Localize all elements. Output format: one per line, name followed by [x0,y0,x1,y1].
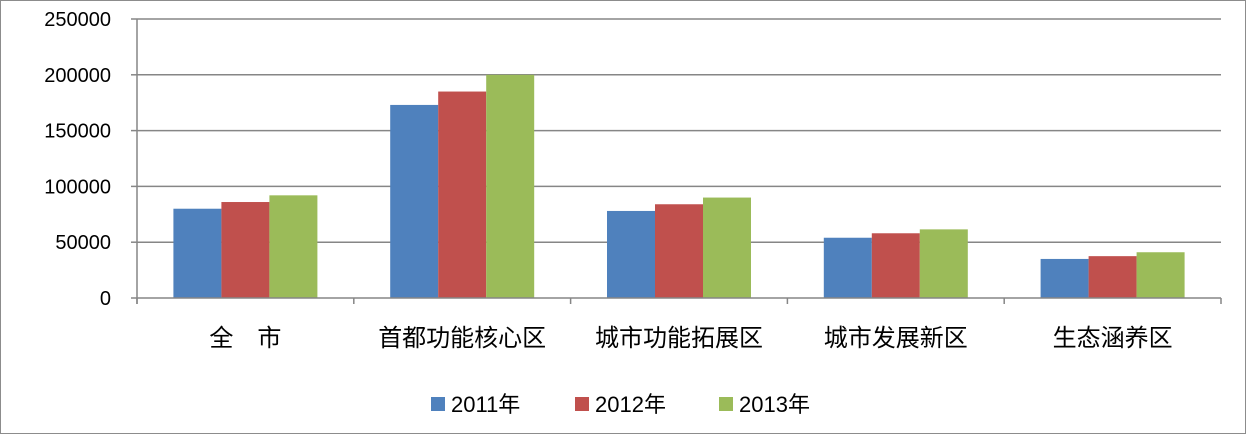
legend-swatch [719,397,733,411]
bar-2012年-3 [871,233,920,298]
category-label: 生态涵养区 [1053,324,1173,352]
legend-swatch [431,397,445,411]
bar-2011年-2 [607,210,655,298]
bar-2011年-3 [823,237,872,298]
bar-2011年-1 [390,104,439,298]
category-label: 首都功能核心区 [378,324,546,352]
legend-label: 2012年 [595,392,666,417]
y-tick-label: 250000 [44,9,111,31]
category-label: 城市发展新区 [824,324,968,352]
legend-swatch [575,397,589,411]
gridlines [137,18,1221,243]
bar-2012年-0 [221,202,270,298]
bar-2012年-1 [438,91,487,298]
y-tick-label: 150000 [44,121,111,143]
legend-label: 2013年 [739,392,810,417]
category-label: 全 市 [209,324,281,352]
bars [173,74,1185,298]
category-label: 城市功能拓展区 [595,324,763,352]
bar-2013年-0 [269,195,318,298]
bar-2013年-4 [1136,252,1185,298]
y-tick-label: 100000 [44,176,111,198]
bar-2013年-2 [703,197,751,298]
x-axis: 全 市 首都功能核心区 城市功能拓展区 城市发展新区 生态涵养区 [136,297,1222,352]
y-axis: 0 50000 100000 150000 200000 250000 [44,9,138,310]
y-tick-label: 200000 [44,65,111,87]
y-tick-label: 50000 [55,232,111,254]
bar-2013年-3 [919,229,968,298]
bar-2012年-4 [1088,256,1137,298]
legend-label: 2011年 [451,392,520,417]
legend: 2011年 2012年 2013年 [431,392,810,417]
bar-2011年-0 [173,208,222,298]
bar-2013年-1 [486,74,535,298]
bar-2012年-2 [655,204,703,298]
bar-2011年-4 [1040,258,1089,298]
y-tick-label: 0 [100,288,111,310]
